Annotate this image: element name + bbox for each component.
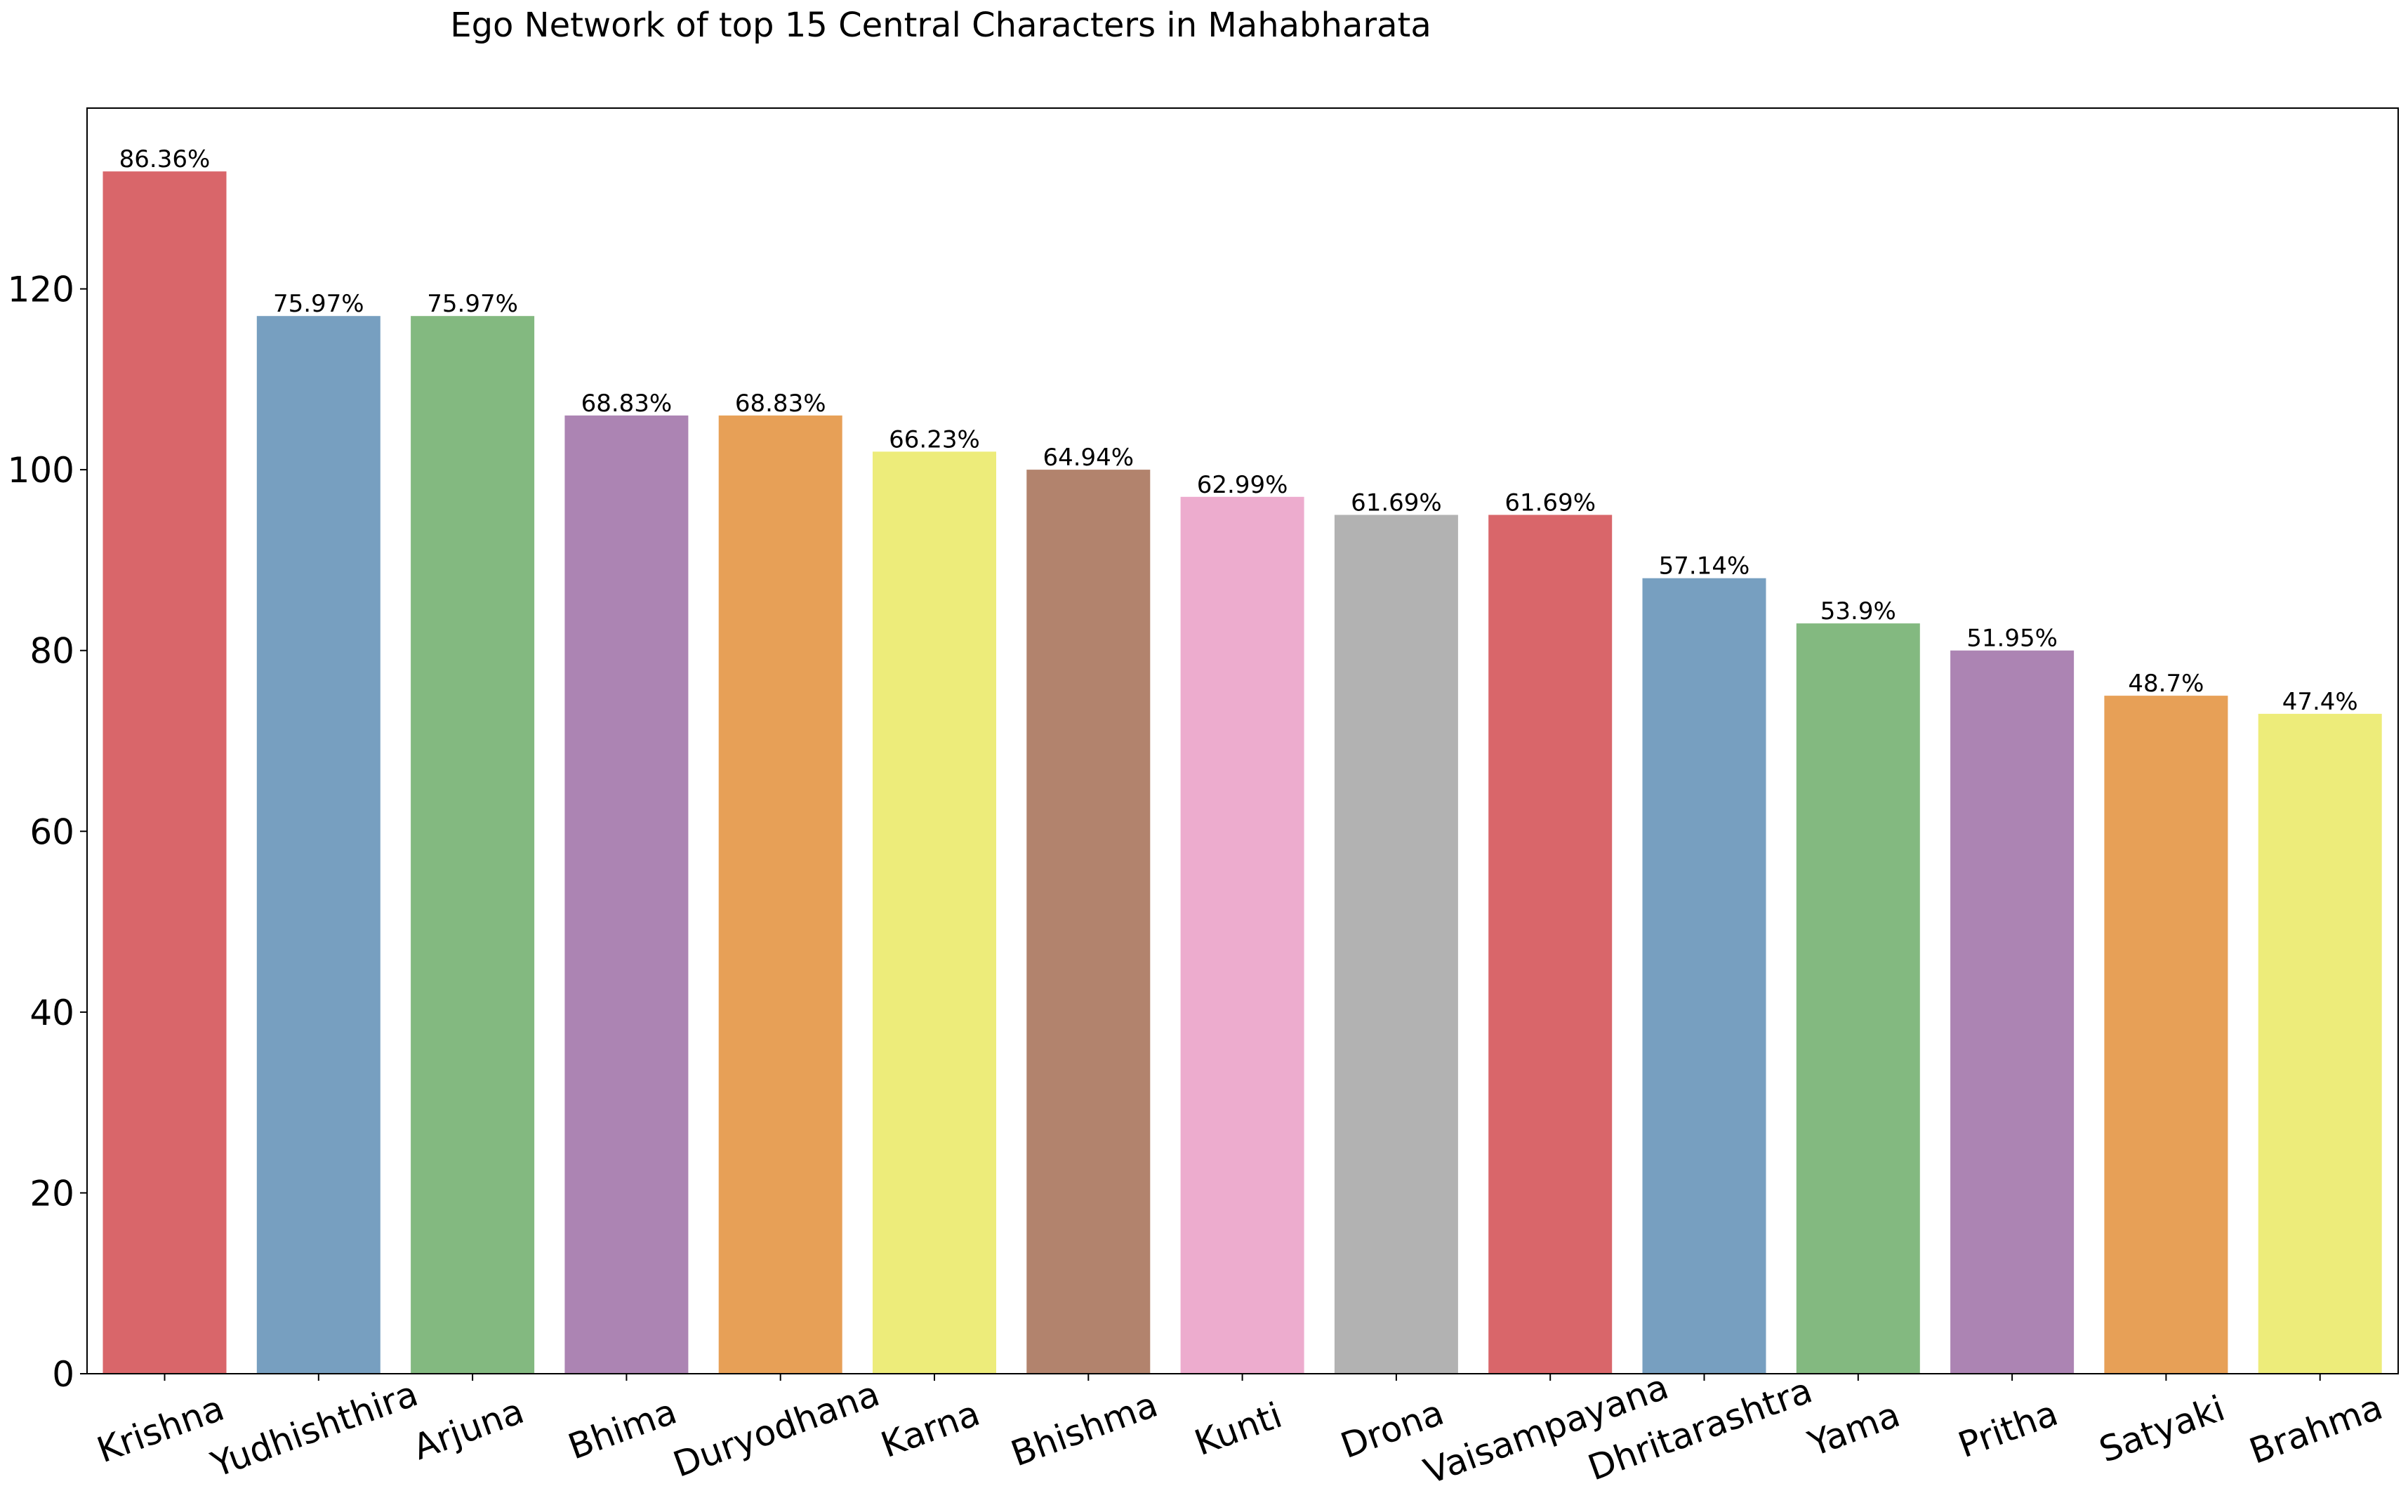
data-label: 62.99% — [1197, 471, 1288, 499]
x-tick-label: Bhishma — [1006, 1384, 1163, 1475]
bar-vaisampayana — [1488, 515, 1613, 1374]
y-tick-label: 80 — [29, 631, 74, 672]
x-tick-label: Bhima — [563, 1391, 682, 1468]
bar-satyaki — [2104, 696, 2228, 1374]
bar-karna — [873, 451, 996, 1374]
data-label: 86.36% — [119, 145, 211, 173]
bar-dhritarashtra — [1642, 578, 1766, 1374]
chart-title: Ego Network of top 15 Central Characters… — [450, 6, 1431, 45]
bar-yama — [1796, 623, 1920, 1374]
y-tick-label: 20 — [29, 1173, 74, 1214]
x-tick-label: Krishna — [92, 1388, 230, 1471]
bar-duryodhana — [718, 415, 842, 1374]
data-label: 61.69% — [1504, 489, 1596, 517]
data-label: 75.97% — [273, 290, 364, 318]
bar-pritha — [1950, 650, 2075, 1374]
bar-yudhishthira — [256, 316, 381, 1374]
y-tick-label: 0 — [52, 1354, 74, 1395]
bar-bhishma — [1026, 470, 1151, 1374]
x-tick-label: Pritha — [1953, 1393, 2063, 1466]
data-label: 68.83% — [735, 390, 826, 418]
data-label: 51.95% — [1966, 625, 2058, 653]
bar-arjuna — [411, 316, 535, 1374]
x-tick-label: Karna — [875, 1393, 985, 1466]
data-label: 68.83% — [581, 390, 673, 418]
y-tick-label: 60 — [29, 811, 74, 852]
x-tick-label: Kunti — [1189, 1395, 1287, 1464]
x-tick-label: Yudhishthira — [205, 1373, 423, 1485]
y-tick-label: 100 — [8, 450, 74, 491]
bars-layer — [102, 171, 2382, 1374]
bar-drona — [1334, 515, 1458, 1374]
data-label: 64.94% — [1043, 444, 1134, 472]
data-label: 61.69% — [1351, 489, 1442, 517]
bar-kunti — [1180, 496, 1304, 1374]
data-label: 48.7% — [2128, 670, 2204, 698]
data-label: 47.4% — [2282, 688, 2358, 716]
x-tick-label: Arjuna — [408, 1391, 529, 1468]
plot-frame — [86, 107, 2399, 1374]
bar-bhima — [564, 415, 689, 1374]
x-tick-label: Brahma — [2244, 1386, 2388, 1472]
data-label: 75.97% — [427, 290, 518, 318]
y-axis: 0 20 40 60 80 100 120 — [8, 270, 87, 1395]
bar-brahma — [2258, 713, 2382, 1374]
data-label: 53.9% — [1820, 597, 1896, 625]
x-tick-label: Satyaki — [2094, 1388, 2230, 1471]
x-tick-label: Duryodhana — [668, 1373, 885, 1485]
y-tick-label: 120 — [8, 270, 74, 310]
bar-krishna — [102, 171, 227, 1374]
x-tick-label: Yama — [1802, 1394, 1905, 1465]
data-label: 57.14% — [1659, 552, 1750, 581]
data-labels-layer: 86.36% 75.97% 75.97% 68.83% 68.83% 66.23% 64.9… — [119, 145, 2358, 716]
data-label: 66.23% — [889, 425, 980, 453]
y-tick-label: 40 — [29, 993, 74, 1033]
